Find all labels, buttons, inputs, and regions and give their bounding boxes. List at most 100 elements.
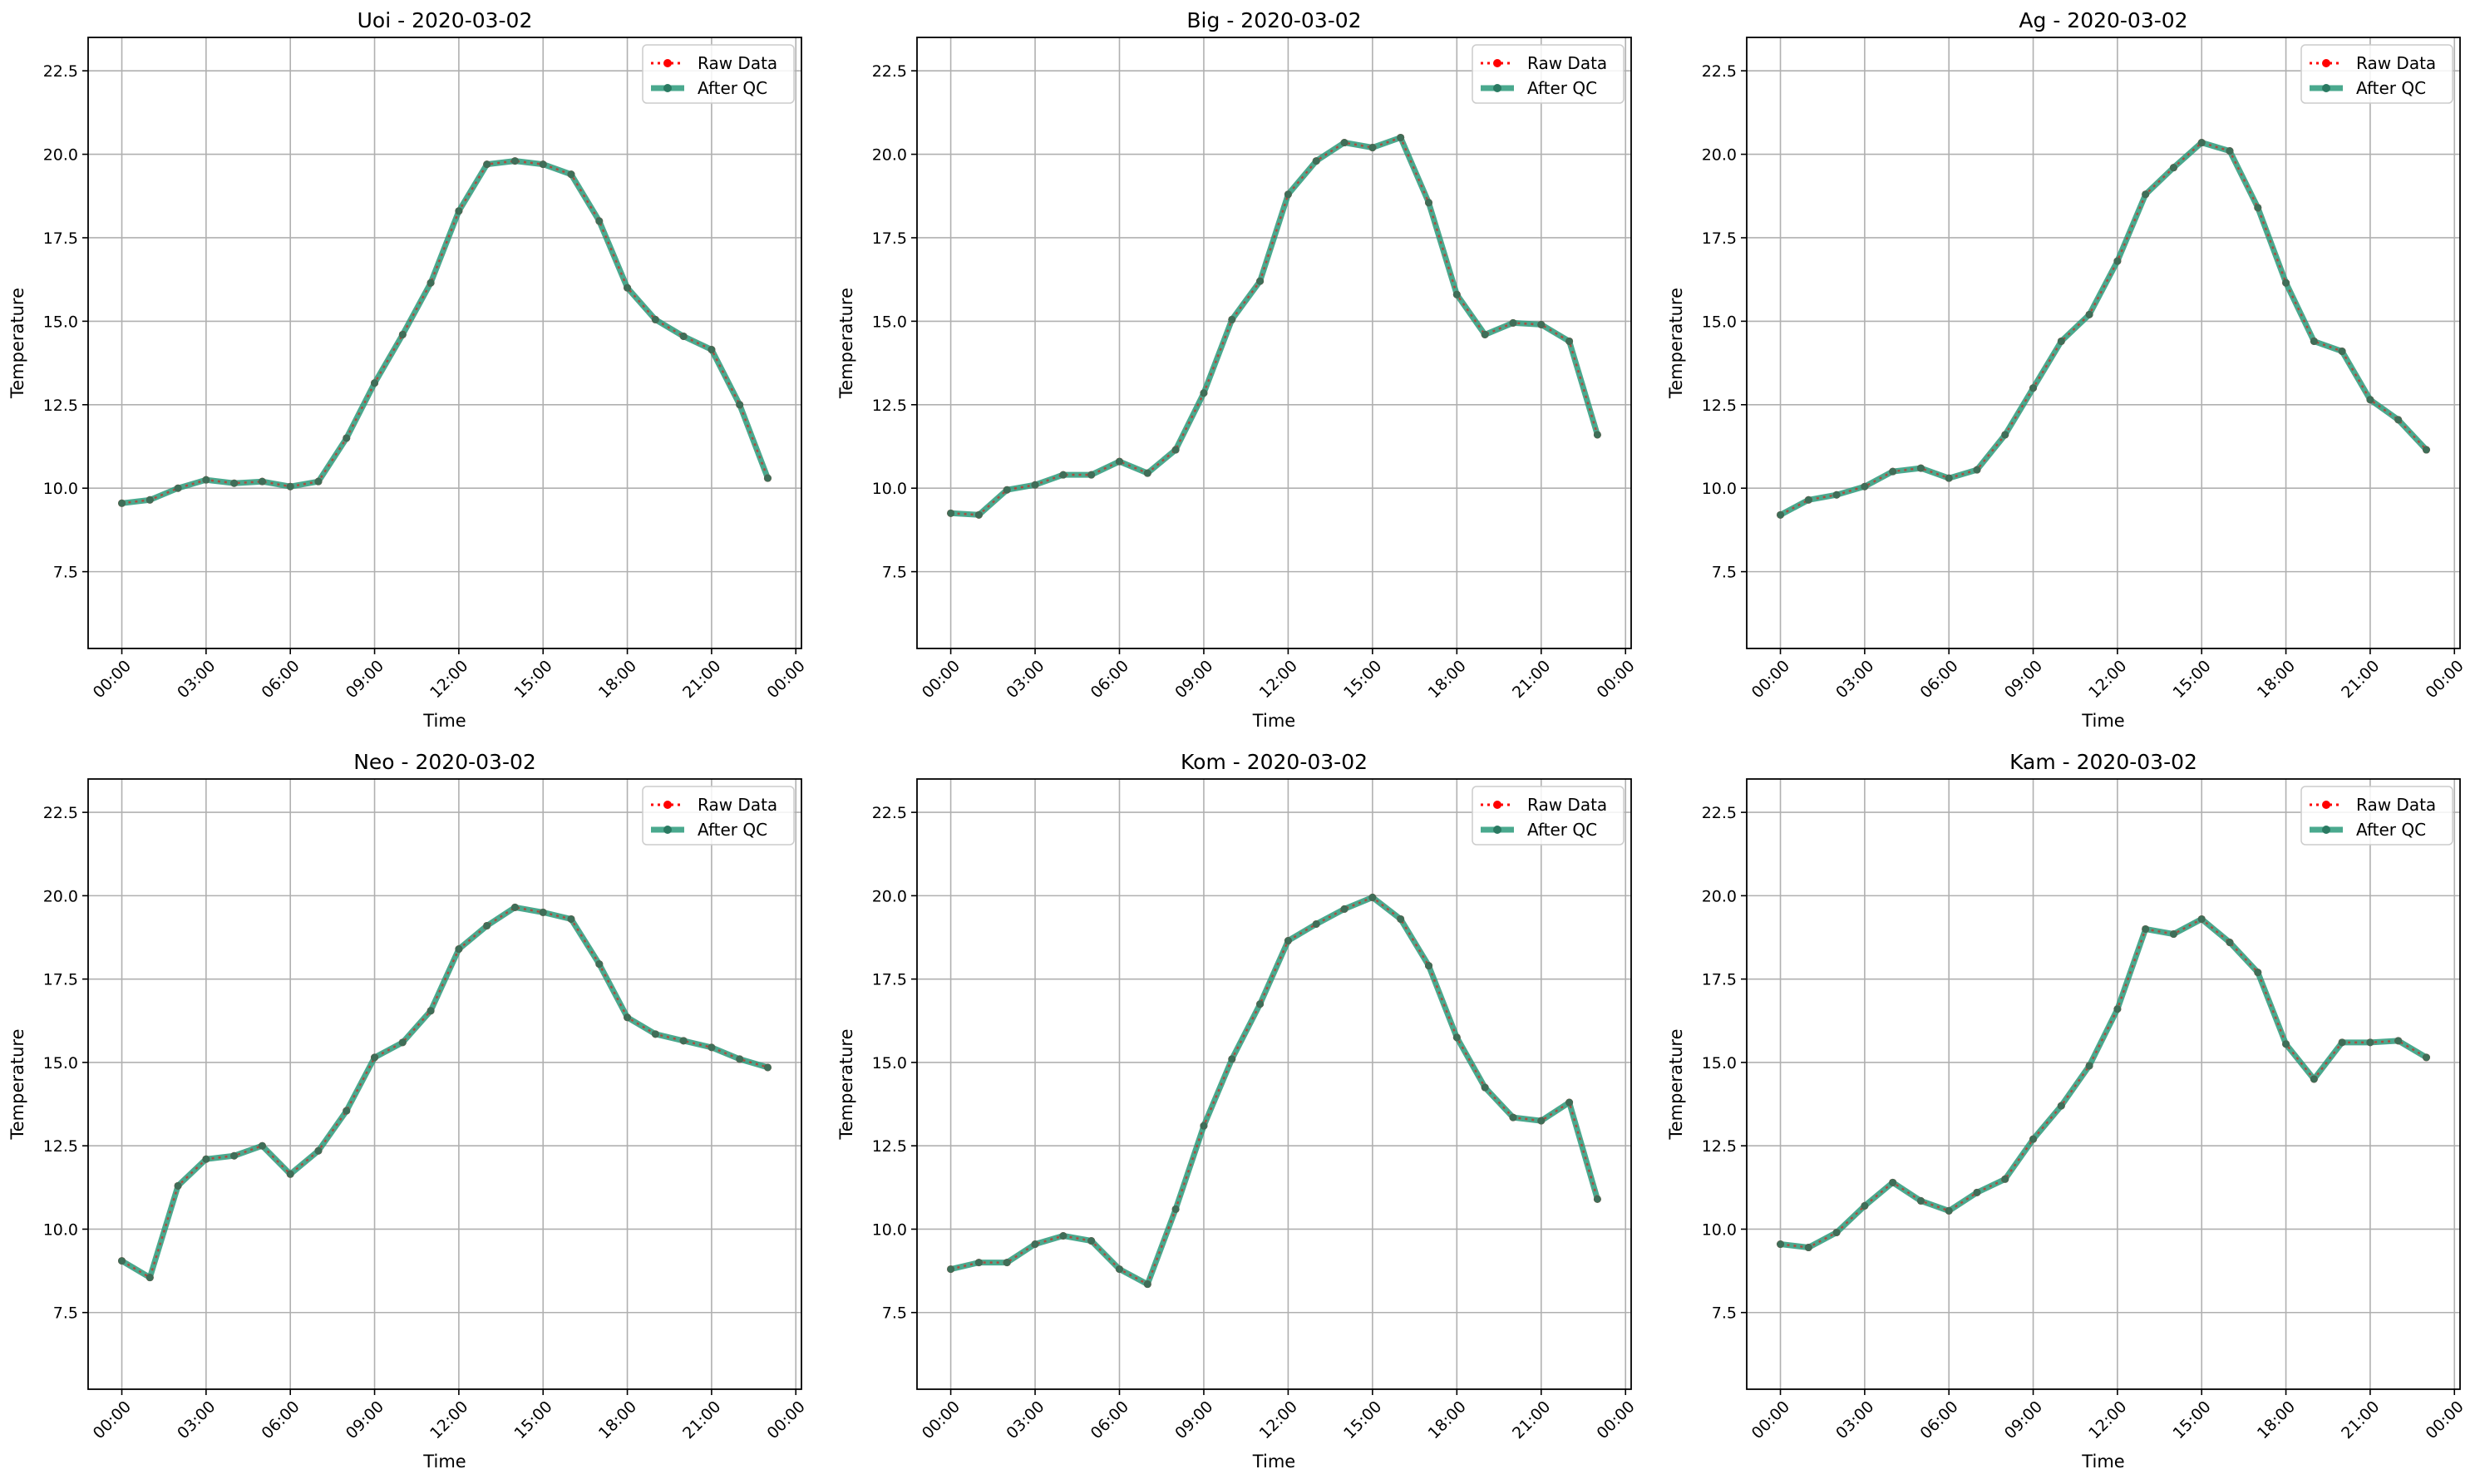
data-point-after-qc — [174, 484, 182, 492]
x-tick-label: 03:00 — [1832, 657, 1877, 702]
data-point-after-qc — [2197, 139, 2206, 147]
y-tick-label: 10.0 — [872, 480, 907, 498]
data-point-after-qc — [974, 1259, 983, 1267]
chart-title: Ag - 2020-03-02 — [2019, 8, 2187, 32]
x-axis-label: Time — [1252, 1452, 1295, 1472]
data-point-after-qc — [2282, 1040, 2290, 1048]
data-point-after-qc — [1087, 471, 1096, 479]
data-point-after-qc — [763, 1063, 772, 1072]
data-point-after-qc — [2142, 924, 2150, 933]
x-tick-label: 00:00 — [2422, 657, 2467, 702]
data-point-after-qc — [1593, 431, 1601, 439]
data-point-after-qc — [145, 495, 154, 504]
x-axis-label: Time — [422, 711, 466, 731]
data-point-after-qc — [1889, 1178, 1897, 1186]
data-point-after-qc — [1452, 290, 1461, 298]
data-point-after-qc — [1509, 1113, 1517, 1122]
data-point-after-qc — [2338, 348, 2346, 356]
data-point-after-qc — [202, 1155, 210, 1163]
x-tick-label: 18:00 — [1425, 1398, 1470, 1442]
data-point-after-qc — [947, 509, 955, 517]
x-tick-label: 15:00 — [2169, 657, 2214, 702]
data-point-after-qc — [2001, 1175, 2009, 1183]
data-point-after-qc — [1368, 144, 1377, 152]
chart-panel-6: 00:00 03:00 06:00 09:00 12:00 15:00 18:00 21:00… — [1666, 750, 2468, 1472]
data-point-after-qc — [595, 217, 604, 225]
data-point-after-qc — [2394, 416, 2403, 424]
data-point-after-qc — [286, 482, 294, 491]
x-axis-label: Time — [2081, 711, 2124, 731]
data-point-after-qc — [1143, 469, 1151, 477]
data-point-after-qc — [1397, 915, 1405, 923]
data-point-after-qc — [2001, 431, 2009, 439]
data-point-after-qc — [2169, 930, 2177, 939]
legend-label-raw: Raw Data — [1527, 795, 1607, 815]
legend-label-after-qc: After QC — [698, 78, 767, 98]
data-point-after-qc — [1340, 139, 1348, 147]
data-point-after-qc — [1031, 481, 1039, 489]
legend-marker-after-qc — [2322, 84, 2330, 92]
data-point-after-qc — [455, 207, 463, 215]
data-point-after-qc — [1777, 1240, 1785, 1249]
data-point-after-qc — [2422, 446, 2430, 454]
data-point-after-qc — [974, 510, 983, 519]
legend-marker-raw — [663, 801, 672, 809]
data-point-after-qc — [2422, 1053, 2430, 1062]
legend-label-raw: Raw Data — [2356, 53, 2436, 73]
data-point-after-qc — [1832, 491, 1841, 499]
legend-marker-after-qc — [2322, 826, 2330, 834]
x-tick-label: 09:00 — [1171, 657, 1216, 702]
legend-label-raw: Raw Data — [698, 53, 777, 73]
x-tick-label: 09:00 — [343, 657, 387, 702]
data-point-after-qc — [483, 921, 491, 929]
y-tick-label: 10.0 — [43, 480, 78, 498]
y-tick-label: 22.5 — [43, 62, 78, 81]
data-point-after-qc — [1115, 457, 1123, 466]
data-point-after-qc — [258, 1141, 266, 1150]
data-point-after-qc — [2338, 1038, 2346, 1047]
legend: Raw Data After QC — [1472, 786, 1625, 846]
legend: Raw Data After QC — [2300, 44, 2453, 104]
data-point-after-qc — [567, 170, 575, 179]
data-point-after-qc — [679, 332, 688, 340]
y-tick-label: 7.5 — [53, 564, 78, 582]
data-point-after-qc — [1397, 133, 1405, 141]
y-tick-label: 12.5 — [1702, 397, 1737, 415]
data-point-after-qc — [1312, 157, 1320, 165]
y-tick-label: 20.0 — [43, 887, 78, 905]
x-tick-label: 00:00 — [1593, 657, 1638, 702]
x-tick-label: 09:00 — [2001, 1398, 2046, 1442]
y-tick-label: 17.5 — [872, 229, 907, 248]
series-line-after-qc — [1778, 140, 2429, 518]
data-point-after-qc — [2085, 310, 2093, 318]
data-point-after-qc — [1452, 1033, 1461, 1042]
data-point-after-qc — [1916, 1196, 1925, 1205]
legend-label-raw: Raw Data — [1527, 53, 1607, 73]
y-tick-label: 17.5 — [1702, 971, 1737, 989]
x-tick-label: 00:00 — [919, 1398, 964, 1442]
data-point-after-qc — [1059, 471, 1067, 479]
data-point-after-qc — [1087, 1237, 1096, 1245]
legend: Raw Data After QC — [642, 44, 795, 104]
data-point-after-qc — [455, 945, 463, 954]
x-tick-label: 18:00 — [595, 657, 640, 702]
data-point-after-qc — [286, 1170, 294, 1178]
data-point-after-qc — [2254, 969, 2262, 977]
data-point-after-qc — [1003, 486, 1011, 494]
data-point-after-qc — [1059, 1231, 1067, 1240]
data-point-after-qc — [1973, 1188, 1981, 1196]
data-point-after-qc — [736, 1055, 744, 1063]
series-line-after-qc — [121, 158, 771, 506]
data-point-after-qc — [1832, 1228, 1841, 1236]
data-point-after-qc — [426, 1007, 435, 1015]
data-point-after-qc — [2029, 384, 2038, 392]
legend-marker-raw — [1493, 801, 1501, 809]
data-point-after-qc — [1171, 1205, 1180, 1213]
data-point-after-qc — [1916, 464, 1925, 472]
legend-label-after-qc: After QC — [2356, 820, 2426, 840]
x-tick-label: 03:00 — [174, 657, 219, 702]
data-point-after-qc — [708, 346, 716, 354]
series-line-after-qc — [1780, 916, 2428, 1250]
data-point-after-qc — [343, 434, 351, 442]
axes-frame — [1746, 778, 2461, 1390]
